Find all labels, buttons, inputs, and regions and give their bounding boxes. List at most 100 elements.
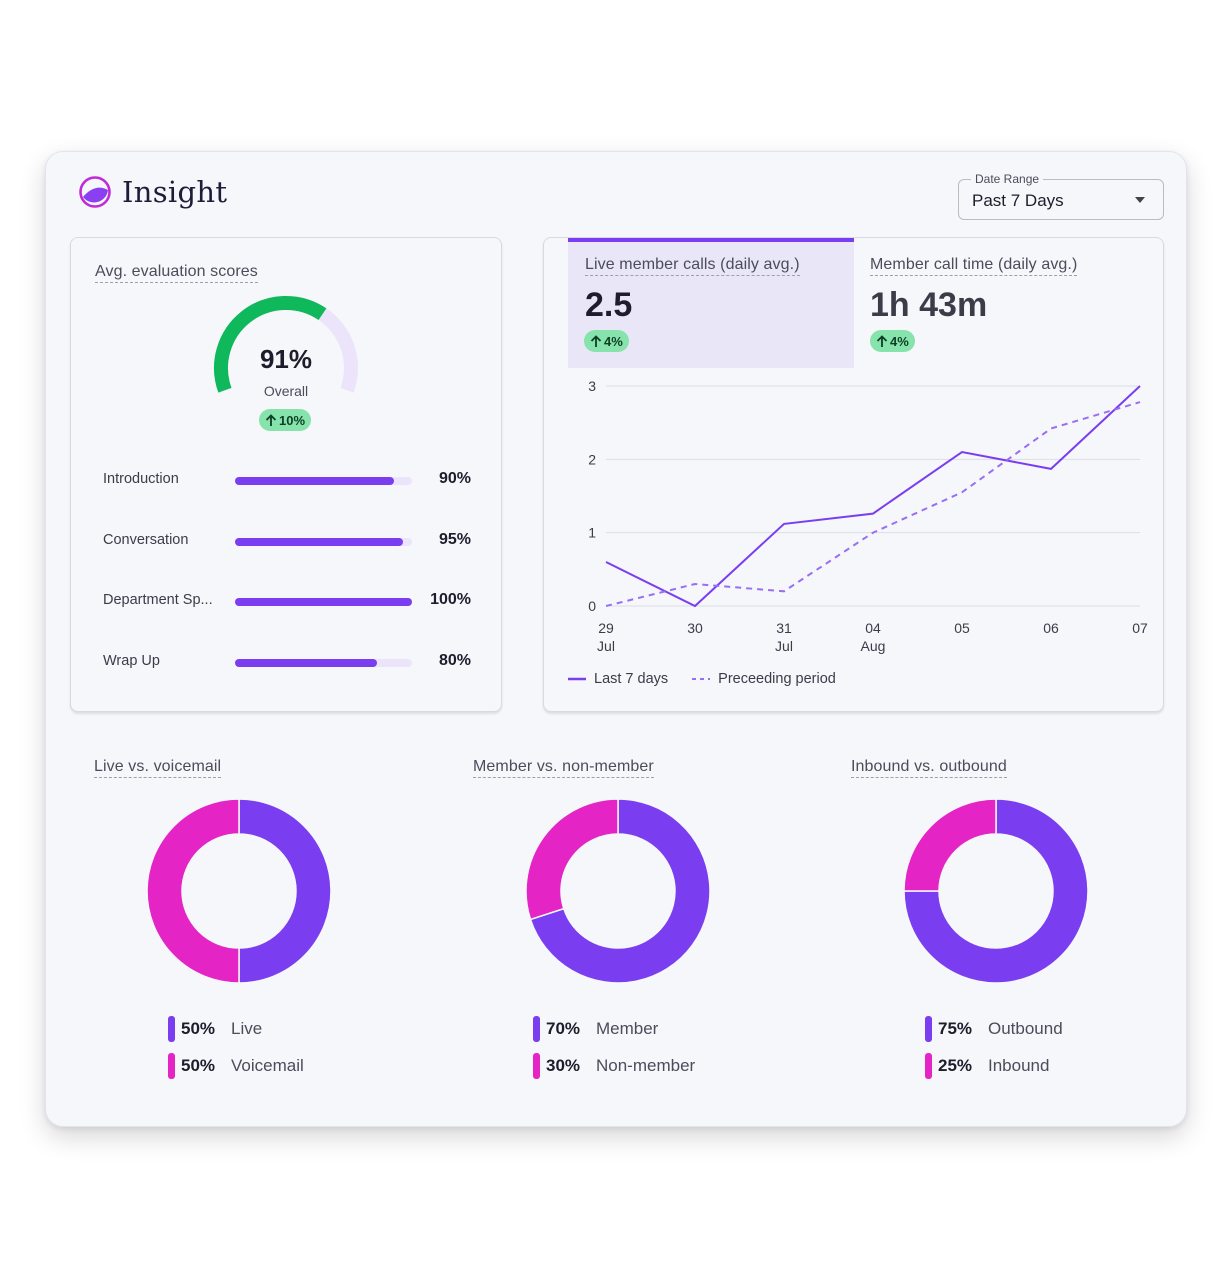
overall-score-label: Overall — [263, 383, 309, 399]
x-tick-label: 31 — [776, 620, 792, 636]
metric-title: Member call time (daily avg.) — [870, 256, 1078, 276]
metric-change-value: 4% — [890, 333, 909, 349]
swatch — [168, 1052, 175, 1079]
donut-legend-row: 70% Member — [533, 1010, 695, 1047]
swatch — [168, 1015, 175, 1042]
x-tick-label: 05 — [954, 620, 970, 636]
segment-percent: 70% — [546, 1018, 581, 1038]
legend-item-last-7-days[interactable]: Last 7 days — [568, 671, 668, 687]
chart-legend: Last 7 days Preceeding period — [568, 671, 836, 687]
date-range-value: Past 7 Days — [972, 191, 1064, 210]
score-track — [235, 538, 412, 546]
x-tick-label: 04 — [865, 620, 881, 636]
donut-segment-non-member[interactable] — [525, 798, 619, 921]
metric-change-badge: 4% — [584, 330, 629, 352]
score-bar — [235, 538, 404, 546]
arrow-up-icon — [265, 413, 277, 426]
metric-change-badge: 4% — [870, 330, 915, 352]
metric-title: Live member calls (daily avg.) — [585, 256, 800, 276]
score-value: 100% — [430, 591, 471, 608]
segment-percent: 25% — [938, 1055, 973, 1075]
donut-segment-outbound[interactable] — [903, 798, 1089, 984]
donut-legend-row: 30% Non-member — [533, 1047, 695, 1084]
date-range-label: Date Range — [971, 172, 1044, 186]
donut-inbound-vs-outbound: Inbound vs. outbound 75% Outbound 25% In… — [851, 758, 1151, 1088]
donut-title[interactable]: Live vs. voicemail — [94, 758, 222, 778]
score-label: Introduction — [103, 471, 179, 487]
donut-segment-voicemail[interactable] — [146, 798, 240, 984]
solid-line-icon — [568, 677, 586, 681]
donut-segment-live[interactable] — [238, 798, 332, 984]
segment-label: Voicemail — [231, 1055, 304, 1075]
y-tick-label: 1 — [588, 525, 596, 541]
score-value: 90% — [438, 470, 471, 487]
donut-legend-row: 50% Voicemail — [168, 1047, 304, 1084]
evaluation-title[interactable]: Avg. evaluation scores — [95, 263, 258, 283]
score-row: Introduction 90% — [103, 470, 471, 491]
metric-change-value: 4% — [604, 333, 623, 349]
x-tick-sublabel: Aug — [861, 638, 886, 654]
donut-legend: 50% Live 50% Voicemail — [168, 1010, 304, 1084]
dashed-line-icon — [692, 678, 711, 680]
legend-label: Preceeding period — [718, 671, 836, 687]
y-tick-label: 2 — [588, 451, 596, 467]
segment-percent: 30% — [546, 1055, 581, 1075]
date-range-select[interactable]: Date Range Past 7 Days — [958, 172, 1164, 220]
calls-line-chart: 0 1 2 3 29 Jul 30 31 Jul 04 Aug 05 06 07 — [588, 378, 1148, 654]
segment-percent: 50% — [181, 1018, 216, 1038]
score-row: Wrap Up 80% — [103, 652, 471, 673]
overall-score-gauge — [214, 296, 358, 393]
score-row: Department Sp... 100% — [103, 591, 471, 612]
donut-legend-row: 50% Live — [168, 1010, 304, 1047]
segment-percent: 50% — [181, 1055, 216, 1075]
tab-live-member-calls[interactable]: Live member calls (daily avg.) 2.5 4% — [568, 238, 854, 368]
donut-legend-row: 75% Outbound — [925, 1010, 1063, 1047]
caret-down-icon — [1135, 197, 1145, 203]
donut-segment-member[interactable] — [529, 798, 711, 984]
tab-member-call-time[interactable]: Member call time (daily avg.) 1h 43m 4% — [854, 238, 1140, 368]
insight-logo-icon — [79, 176, 111, 208]
score-value: 95% — [438, 531, 471, 548]
x-tick-label: 30 — [687, 620, 703, 636]
donut-chart — [525, 798, 711, 984]
donut-member-vs-non-member: Member vs. non-member 70% Member 30% Non… — [473, 758, 773, 1088]
evaluation-card: Avg. evaluation scores 91% Overall 10% I… — [70, 237, 502, 712]
score-track — [235, 477, 412, 485]
donut-title[interactable]: Inbound vs. outbound — [851, 758, 1007, 778]
x-tick-label: 07 — [1132, 620, 1148, 636]
donut-chart — [903, 798, 1089, 984]
brand[interactable]: Insight — [78, 174, 227, 210]
donut-title[interactable]: Member vs. non-member — [473, 758, 654, 778]
segment-label: Member — [596, 1018, 659, 1038]
swatch — [533, 1015, 540, 1042]
swatch — [925, 1052, 932, 1079]
series-line-last-7-days — [605, 385, 1141, 608]
score-label: Wrap Up — [103, 653, 160, 669]
score-row: Conversation 95% — [103, 531, 471, 552]
metric-value: 2.5 — [585, 286, 633, 324]
score-label: Department Sp... — [103, 592, 213, 608]
x-tick-label: 29 — [598, 620, 614, 636]
arrow-up-icon — [590, 334, 602, 347]
score-bar — [235, 659, 377, 667]
segment-percent: 75% — [938, 1018, 973, 1038]
score-label: Conversation — [103, 532, 189, 548]
segment-label: Live — [231, 1018, 263, 1038]
score-bar — [235, 598, 412, 606]
score-track — [235, 659, 412, 667]
overall-score-value: 91% — [259, 344, 313, 374]
x-tick-sublabel: Jul — [597, 638, 615, 654]
x-tick-label: 06 — [1043, 620, 1059, 636]
donut-legend-row: 25% Inbound — [925, 1047, 1063, 1084]
legend-item-preceeding-period[interactable]: Preceeding period — [692, 671, 836, 687]
donut-segment-inbound[interactable] — [903, 798, 997, 892]
score-bar — [235, 477, 395, 485]
series-line-preceeding-period — [605, 401, 1141, 607]
donut-legend: 70% Member 30% Non-member — [533, 1010, 695, 1084]
overall-change-value: 10% — [279, 412, 306, 428]
segment-label: Outbound — [988, 1018, 1063, 1038]
metric-value: 1h 43m — [870, 286, 988, 324]
legend-label: Last 7 days — [594, 671, 669, 687]
calls-card: Live member calls (daily avg.) 2.5 4% Me… — [543, 237, 1164, 712]
app-title: Insight — [122, 175, 228, 209]
